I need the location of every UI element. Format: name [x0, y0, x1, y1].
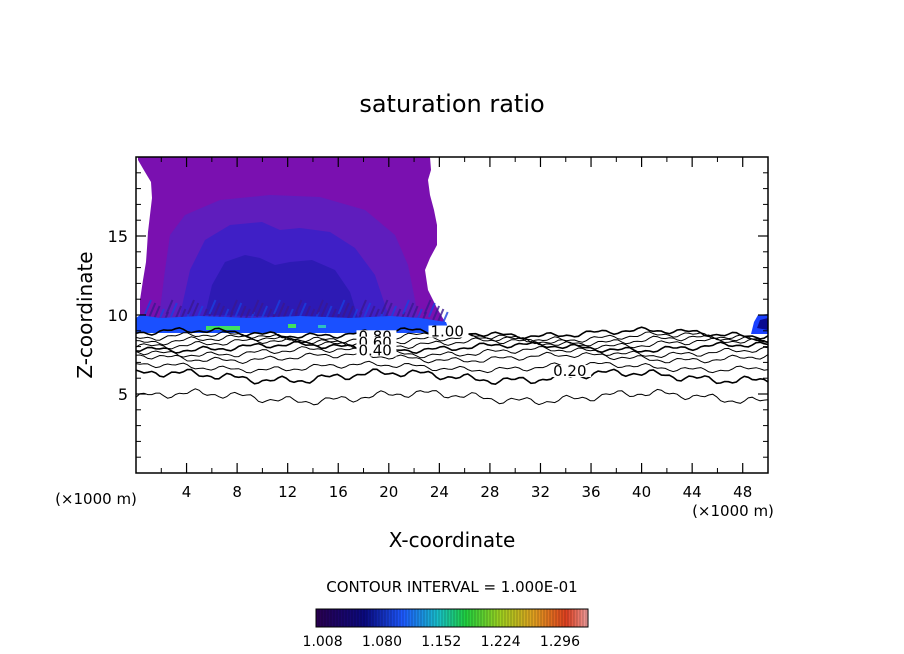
cloud-base-highlight-1: [206, 326, 240, 330]
contour-line-0.5: [136, 345, 768, 359]
cloud-streak: [341, 302, 350, 318]
contour-label-bg-4: [551, 365, 592, 378]
x-tick-label-2: 12: [278, 483, 297, 501]
x-tick-label-1: 8: [232, 483, 242, 501]
colorbar-tick-labels: 1.008 1.080 1.152 1.224 1.296: [303, 634, 581, 650]
colorbar-frame: [315, 608, 589, 628]
y-tick-label-1: 10: [108, 306, 128, 325]
cloud-streak: [380, 299, 389, 315]
cloud-streak: [251, 299, 260, 315]
contour-line-0.3: [136, 360, 768, 374]
cloud-base-highlight-2: [288, 324, 296, 328]
colorbar-tick-2: 1.152: [421, 634, 461, 650]
cloud-streak: [187, 299, 195, 315]
y-axis-label: Z-coordinate: [73, 251, 97, 378]
x-axis-label: X-coordinate: [389, 528, 516, 552]
cloud-region-right-core: [757, 318, 768, 330]
cloud-streak: [320, 302, 329, 318]
cloud-streak: [346, 305, 355, 321]
cloud-region-core-3: [205, 255, 358, 318]
cloud-streak: [402, 299, 410, 315]
cloud-streak: [337, 299, 346, 315]
cloud-streak: [384, 302, 393, 318]
x-unit-label-left: (×1000 m): [55, 490, 137, 508]
cloud-streak: [144, 299, 152, 315]
contour-line-0.2: [136, 368, 768, 386]
cloud-streak: [255, 302, 264, 318]
contour-label-3: 0.40: [358, 342, 391, 360]
x-tick-label-9: 40: [632, 483, 651, 501]
colorbar-tick-0: 1.008: [303, 634, 343, 650]
cloud-streak: [234, 302, 243, 318]
x-tick-label-6: 28: [480, 483, 499, 501]
colorbar-tick-1: 1.080: [362, 634, 402, 650]
contour-lines: [136, 326, 768, 406]
contour-labels: 1.000.800.600.400.20: [356, 323, 592, 380]
cloud-streak: [212, 302, 221, 318]
cloud-streak: [427, 302, 436, 318]
colorbar: 1.008 1.080 1.152 1.224 1.296: [303, 608, 589, 650]
cloud-streak: [298, 302, 307, 318]
x-tick-label-0: 4: [182, 483, 192, 501]
colorbar-tick-3: 1.224: [481, 634, 521, 650]
contour-label-bg-0: [428, 325, 469, 338]
contour-line-0.7: [136, 337, 768, 350]
cloud-streak: [406, 302, 415, 318]
x-tick-label-5: 24: [430, 483, 449, 501]
contour-line-0.8: [136, 333, 768, 347]
y-tick-label-0: 5: [118, 385, 128, 404]
contour-label-0: 1.00: [431, 323, 464, 341]
cloud-streak: [432, 305, 441, 321]
cloud-streak: [165, 299, 174, 315]
colorbar-tick-4: 1.296: [540, 634, 580, 650]
x-unit-label-right: (×1000 m): [692, 502, 774, 520]
cloud-streak: [359, 299, 367, 315]
x-tick-label-10: 44: [683, 483, 702, 501]
cloud-streak: [273, 299, 281, 315]
contour-line-0.4: [136, 351, 768, 365]
cloud-streak: [363, 302, 372, 318]
cloud-streak: [148, 302, 157, 318]
cloud-streak: [169, 302, 178, 318]
contour-label-4: 0.20: [553, 362, 586, 380]
cloud-streak: [230, 299, 238, 315]
colorbar-stripes: [315, 609, 587, 627]
x-tick-label-11: 48: [733, 483, 752, 501]
cloud-streak: [316, 299, 324, 315]
cloud-streak: [191, 302, 200, 318]
contour-line-0.6: [136, 340, 768, 355]
cloud-streak: [436, 308, 445, 324]
x-tick-label-8: 36: [581, 483, 600, 501]
y-tick-label-2: 15: [108, 227, 128, 246]
x-tick-label-4: 20: [379, 483, 398, 501]
contour-label-bg-3: [356, 344, 397, 357]
contour-interval-label: CONTOUR INTERVAL = 1.000E-01: [326, 578, 577, 596]
cloud-streak: [277, 302, 286, 318]
cloud-streak: [208, 299, 217, 315]
cloud-streak: [423, 299, 432, 315]
cloud-streak: [294, 299, 303, 315]
x-tick-label-7: 32: [531, 483, 550, 501]
contour-line-0.1: [136, 388, 768, 406]
x-tick-label-3: 16: [329, 483, 348, 501]
chart-title: saturation ratio: [359, 90, 544, 118]
cloud-base-highlight-3: [318, 325, 326, 328]
